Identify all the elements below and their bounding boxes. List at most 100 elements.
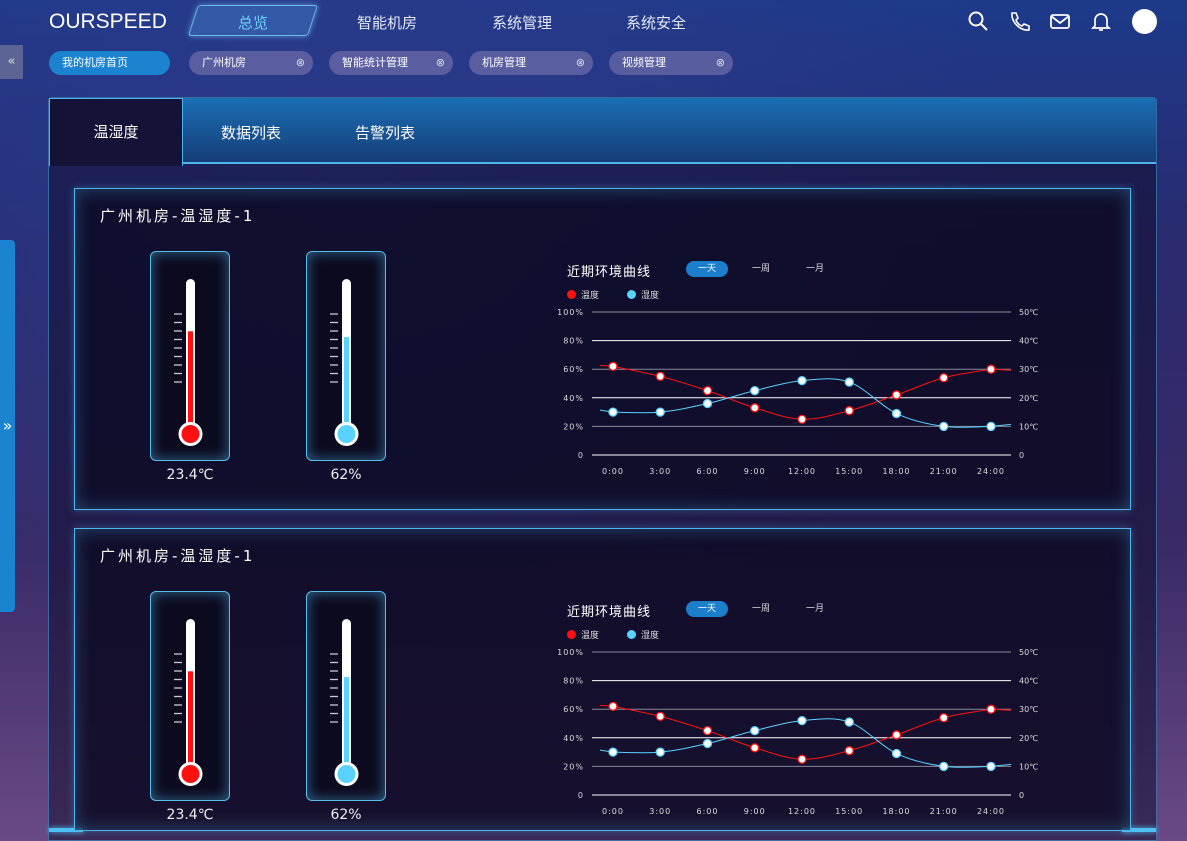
nav-system-security[interactable]: 系统安全 <box>626 14 687 32</box>
data-point <box>797 414 807 424</box>
tag-label: 视频管理 <box>622 56 666 69</box>
data-point <box>844 717 854 727</box>
x-tick-label: 0:00 <box>602 807 624 816</box>
tab-alarm-list[interactable]: 告警列表 <box>355 124 416 142</box>
x-tick-label: 9:00 <box>744 807 766 816</box>
avatar[interactable] <box>1132 9 1157 34</box>
x-tick-label: 3:00 <box>649 807 671 816</box>
y-left-tick-label: 0 <box>578 791 584 800</box>
range-week-button[interactable]: 一周 <box>751 604 770 614</box>
tag-label: 机房管理 <box>482 56 526 69</box>
close-icon[interactable]: ⊗ <box>435 56 445 69</box>
y-right-tick-label: 50℃ <box>1019 648 1038 657</box>
data-point <box>608 407 618 417</box>
y-left-tick-label: 40% <box>563 734 584 743</box>
data-point <box>655 711 665 722</box>
y-left-tick-label: 100% <box>557 648 584 657</box>
temperature-value: 23.4℃ <box>166 807 214 823</box>
tab-data-list[interactable]: 数据列表 <box>221 124 282 142</box>
nav-system-management[interactable]: 系统管理 <box>492 14 553 32</box>
tag-guangzhou-room[interactable]: 广州机房 ⊗ <box>189 51 313 75</box>
nav-overview[interactable]: 总览 <box>238 14 269 32</box>
x-tick-label: 6:00 <box>697 807 719 816</box>
data-point <box>750 403 760 413</box>
temperature-thermometer <box>150 591 230 801</box>
legend-dot <box>627 290 636 299</box>
x-tick-label: 3:00 <box>649 467 671 476</box>
data-point <box>986 761 996 772</box>
range-month-button[interactable]: 一月 <box>805 264 824 274</box>
y-left-tick-label: 40% <box>563 394 584 403</box>
data-point <box>797 715 807 726</box>
legend-humidity: 湿度 <box>627 628 659 641</box>
x-tick-label: 18:00 <box>882 807 910 816</box>
data-point <box>608 361 618 371</box>
x-tick-label: 15:00 <box>835 807 863 816</box>
x-tick-label: 24:00 <box>977 807 1005 816</box>
data-point <box>891 408 902 419</box>
data-point <box>608 701 618 711</box>
chart-title: 近期环境曲线 <box>567 265 652 280</box>
x-tick-label: 21:00 <box>930 467 958 476</box>
data-point <box>986 364 996 374</box>
legend-label: 湿度 <box>641 291 660 301</box>
x-tick-label: 12:00 <box>788 807 816 816</box>
data-point <box>939 761 949 772</box>
y-right-tick-label: 20℃ <box>1019 734 1038 743</box>
phone-icon[interactable] <box>1008 10 1030 32</box>
data-point <box>939 373 949 383</box>
x-tick-label: 6:00 <box>697 467 719 476</box>
y-right-tick-label: 40℃ <box>1019 677 1038 686</box>
line-chart: 0 0 20% 10℃ 40% 20℃ 60% 30℃ 80% 40℃ 100% 50℃ 0:00 3:0… <box>557 308 1038 476</box>
temperature-thermometer <box>150 251 230 461</box>
x-tick-label: 21:00 <box>930 807 958 816</box>
logo: OURSPEED <box>49 10 167 33</box>
y-right-tick-label: 10℃ <box>1019 762 1038 771</box>
data-point <box>797 375 807 386</box>
top-bar: OURSPEED 总览 智能机房 系统管理 系统安全 <box>0 0 1187 44</box>
data-point <box>986 704 996 714</box>
y-left-tick-label: 60% <box>563 365 584 374</box>
range-day-button[interactable]: 一天 <box>686 261 728 277</box>
search-icon[interactable] <box>967 10 989 32</box>
close-icon[interactable]: ⊗ <box>295 56 305 69</box>
x-tick-label: 24:00 <box>977 467 1005 476</box>
expand-sidebar-handle[interactable]: » <box>0 240 15 612</box>
tag-label: 我的机房首页 <box>62 56 128 69</box>
tag-label: 广州机房 <box>202 56 246 69</box>
x-tick-label: 9:00 <box>744 467 766 476</box>
x-tick-label: 12:00 <box>788 467 816 476</box>
tag-video-management[interactable]: 视频管理 ⊗ <box>609 51 733 75</box>
humidity-value: 62% <box>330 467 362 483</box>
x-tick-label: 18:00 <box>882 467 910 476</box>
tab-temp-humidity[interactable]: 温湿度 <box>49 98 183 166</box>
close-icon[interactable]: ⊗ <box>575 56 585 69</box>
y-left-tick-label: 0 <box>578 451 584 460</box>
data-point <box>655 747 665 757</box>
data-point <box>702 385 713 396</box>
y-right-tick-label: 10℃ <box>1019 422 1038 431</box>
humidity-thermometer <box>306 251 386 461</box>
sensor-panel: 广州机房-温湿度-1 23.4℃ 62% 近期环境曲线 一天 一周 一月 温度 … <box>74 528 1131 831</box>
range-day-button[interactable]: 一天 <box>686 601 728 617</box>
tag-room-management[interactable]: 机房管理 ⊗ <box>469 51 593 75</box>
legend-label: 温度 <box>581 291 600 301</box>
nav-smart-room[interactable]: 智能机房 <box>357 14 418 32</box>
legend-humidity: 湿度 <box>627 288 659 301</box>
corner-decoration <box>49 828 83 832</box>
bell-icon[interactable] <box>1090 10 1112 32</box>
data-point <box>844 377 854 387</box>
temperature-value: 23.4℃ <box>166 467 214 483</box>
range-month-button[interactable]: 一月 <box>805 604 824 614</box>
data-point <box>844 746 854 756</box>
collapse-sidebar-button[interactable]: « <box>0 45 23 79</box>
tag-home[interactable]: 我的机房首页 <box>49 51 170 75</box>
data-point <box>702 398 713 409</box>
tag-smart-stats[interactable]: 智能统计管理 ⊗ <box>329 51 453 75</box>
y-right-tick-label: 50℃ <box>1019 308 1038 317</box>
close-icon[interactable]: ⊗ <box>715 56 725 69</box>
x-tick-label: 15:00 <box>835 467 863 476</box>
data-point <box>986 421 996 432</box>
mail-icon[interactable] <box>1049 10 1071 32</box>
range-week-button[interactable]: 一周 <box>751 264 770 274</box>
